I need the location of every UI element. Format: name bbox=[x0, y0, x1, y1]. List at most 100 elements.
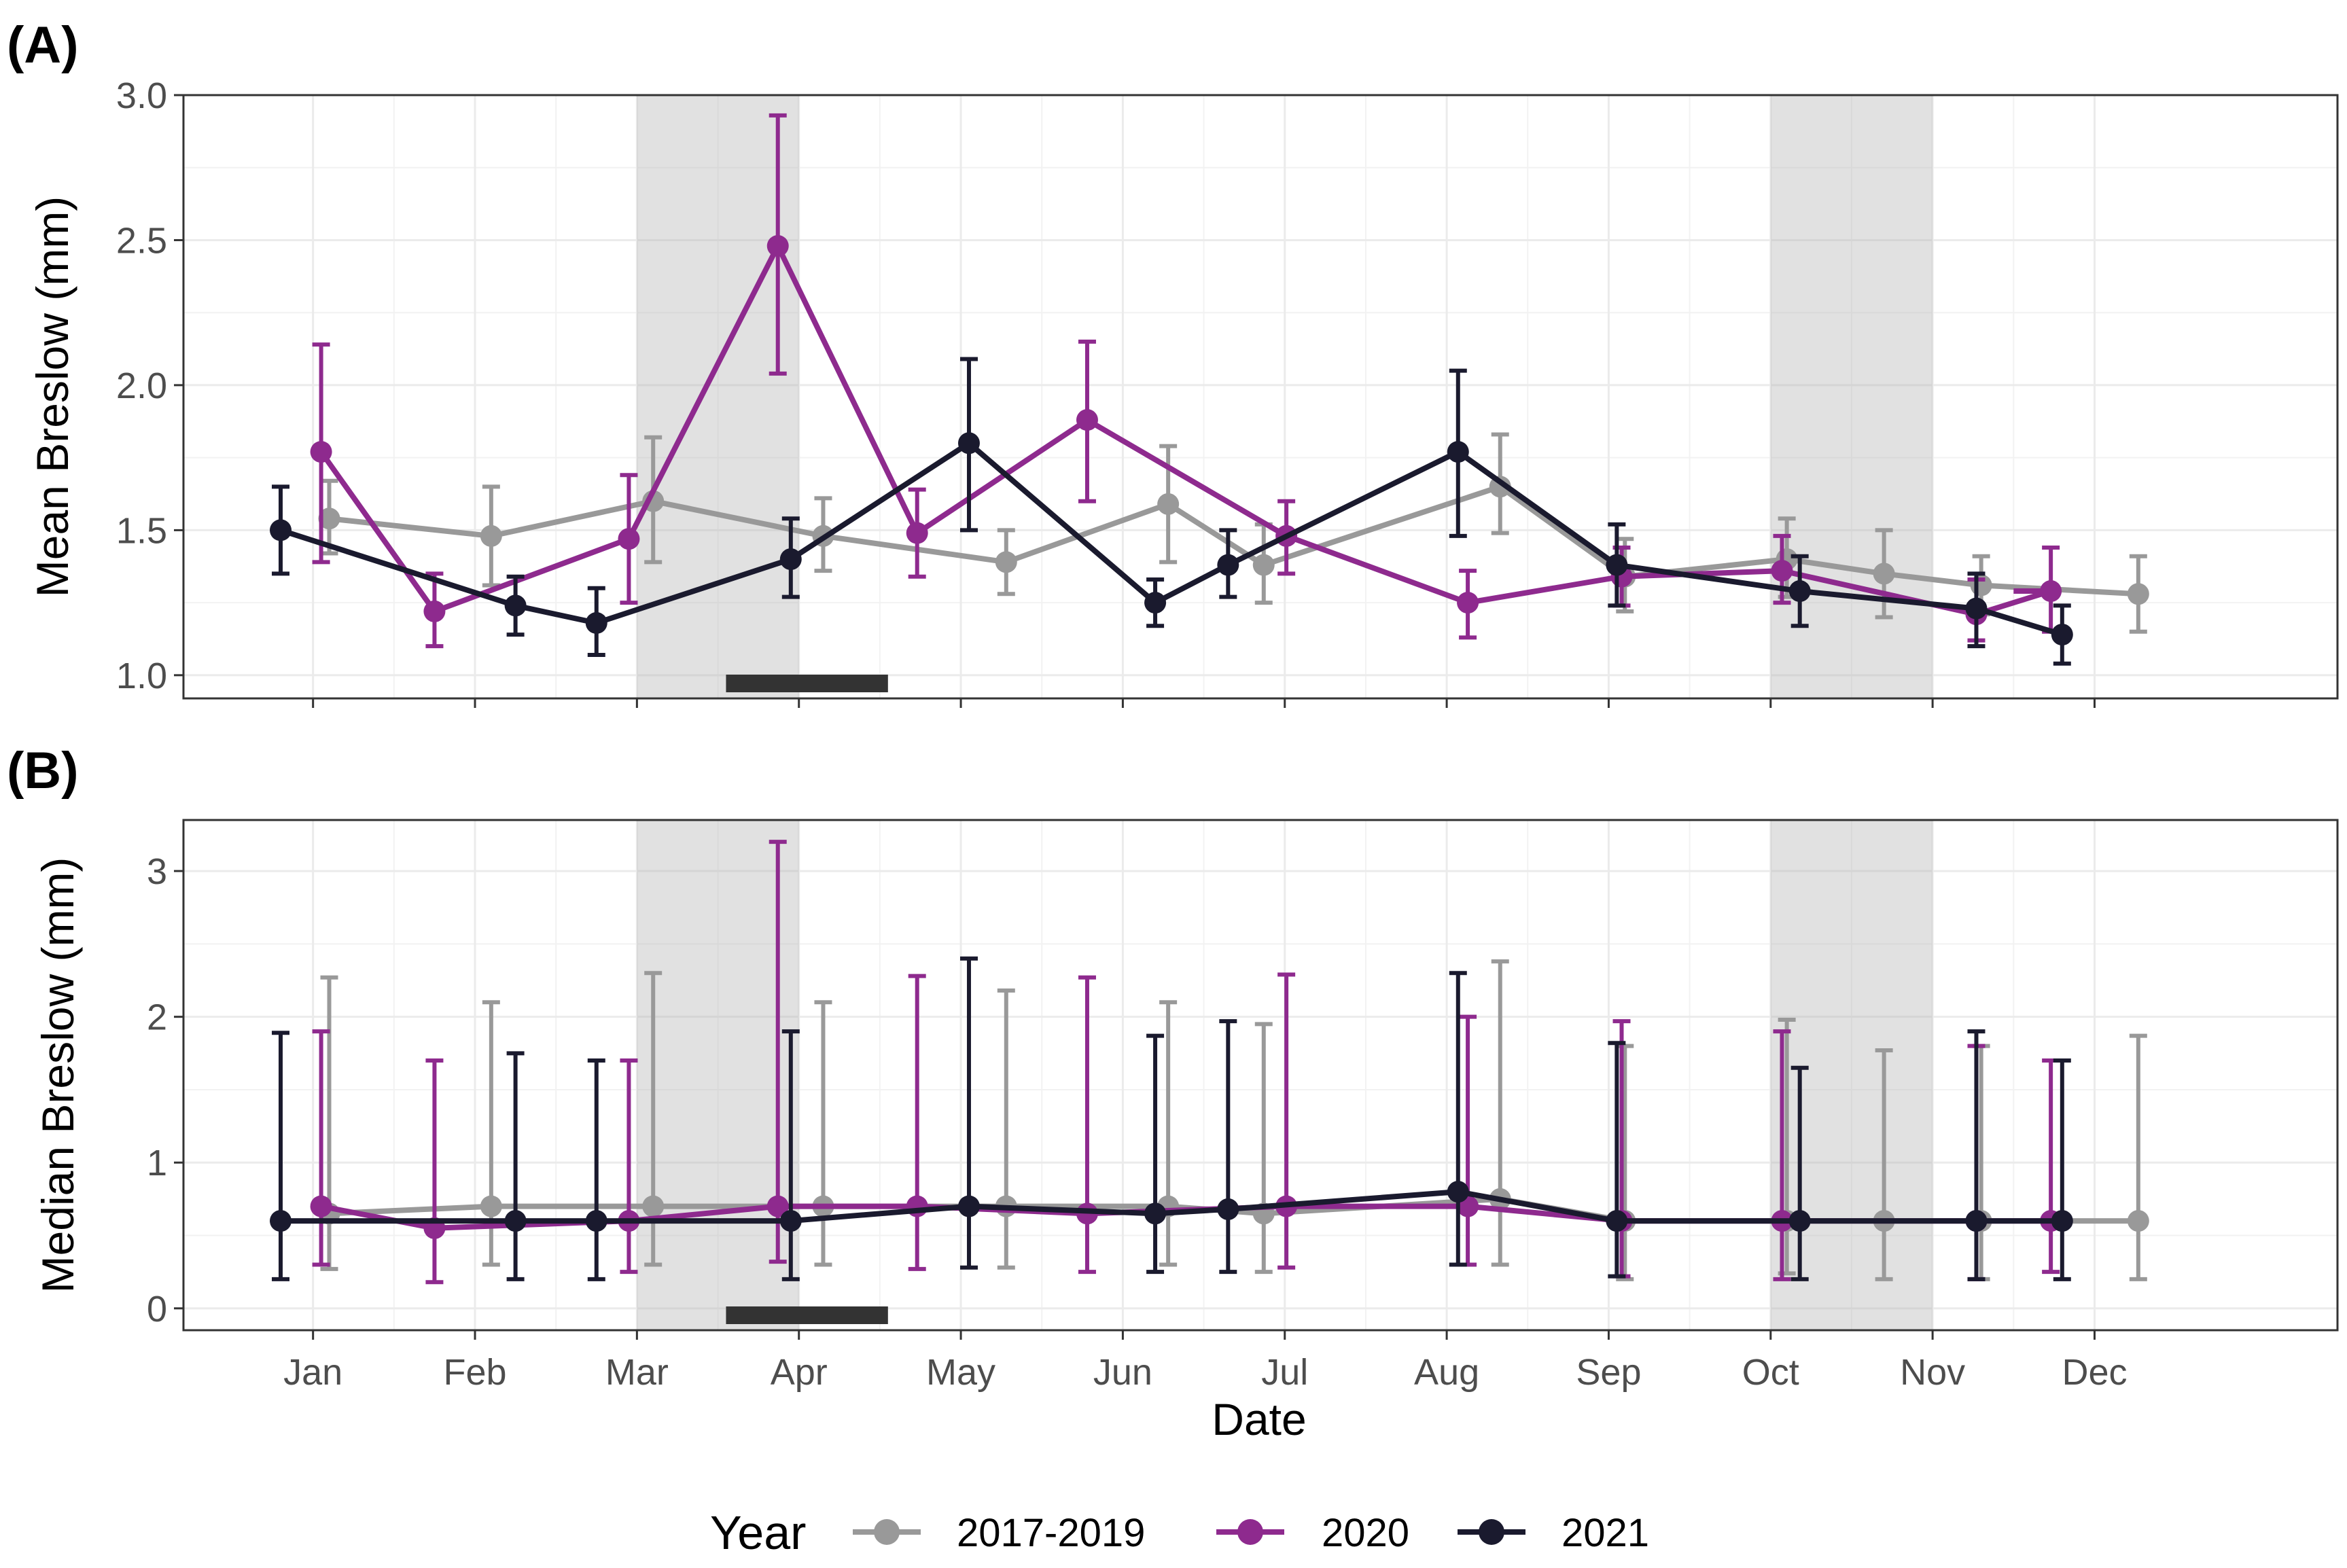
data-point bbox=[318, 507, 340, 530]
y-tick-label: 3 bbox=[147, 851, 167, 892]
legend: Year 2017-2019 2020 2021 bbox=[710, 1506, 1649, 1559]
y-tick-label: 3.0 bbox=[116, 75, 167, 116]
data-point bbox=[1217, 1198, 1239, 1220]
data-point bbox=[480, 1195, 502, 1217]
data-point bbox=[766, 1195, 789, 1217]
plot-background bbox=[183, 820, 2337, 1330]
data-point bbox=[1788, 1210, 1811, 1232]
data-point bbox=[957, 1195, 980, 1217]
data-point bbox=[957, 432, 980, 455]
series-line bbox=[281, 1189, 2062, 1224]
data-point bbox=[906, 522, 928, 544]
data-point bbox=[1606, 1210, 1628, 1232]
x-tick-label: Dec bbox=[2062, 1352, 2127, 1393]
data-point bbox=[2040, 580, 2062, 603]
series-2021 bbox=[270, 956, 2073, 1281]
y-tick-label: 2.5 bbox=[116, 220, 167, 261]
x-tick-label: Mar bbox=[605, 1352, 669, 1393]
data-point bbox=[270, 519, 292, 541]
data-point bbox=[585, 1210, 607, 1232]
x-axis-label: Date bbox=[1212, 1394, 1306, 1444]
x-tick-label: Apr bbox=[771, 1352, 828, 1393]
panel-label: (B) bbox=[7, 742, 79, 800]
data-point bbox=[1144, 592, 1167, 614]
data-point bbox=[1144, 1202, 1167, 1225]
y-axis-label: Median Breslow (mm) bbox=[33, 857, 83, 1294]
panel-a: 1.0 1.5 2.0 2.5 3.0 Mean Breslow (mm) (A) bbox=[7, 16, 2339, 708]
legend-label: 2017-2019 bbox=[957, 1511, 1145, 1555]
legend-item-2020: 2020 bbox=[1216, 1511, 1409, 1555]
data-point bbox=[310, 441, 332, 463]
shaded-region bbox=[1770, 95, 1933, 698]
y-axis-label: Mean Breslow (mm) bbox=[27, 196, 77, 597]
data-point bbox=[1157, 493, 1180, 515]
data-point bbox=[618, 528, 640, 550]
data-point bbox=[779, 548, 802, 571]
legend-item-2021: 2021 bbox=[1458, 1511, 1649, 1555]
y-tick-label: 1.5 bbox=[116, 510, 167, 551]
x-tick-label: Jul bbox=[1261, 1352, 1308, 1393]
x-tick-label: Jun bbox=[1093, 1352, 1152, 1393]
panel-border bbox=[182, 819, 2339, 1332]
data-point bbox=[1965, 597, 1988, 620]
legend-key-dot bbox=[1237, 1519, 1263, 1545]
legend-item-2017-2019: 2017-2019 bbox=[853, 1511, 1145, 1555]
series-2021 bbox=[270, 357, 2073, 666]
shaded-region bbox=[637, 820, 799, 1330]
period-bar bbox=[726, 675, 888, 692]
data-point bbox=[642, 1195, 665, 1217]
data-point bbox=[779, 1210, 802, 1232]
data-point bbox=[1457, 592, 1479, 614]
data-point bbox=[480, 524, 502, 547]
data-point bbox=[2127, 1210, 2149, 1232]
x-tick-label: Jan bbox=[283, 1352, 342, 1393]
y-tick-label: 0 bbox=[147, 1289, 167, 1330]
data-point bbox=[504, 594, 527, 617]
data-point bbox=[2127, 583, 2149, 605]
x-tick-label: Nov bbox=[1900, 1352, 1965, 1393]
legend-label: 2020 bbox=[1322, 1511, 1409, 1555]
data-point bbox=[2051, 1210, 2073, 1232]
legend-label: 2021 bbox=[1561, 1511, 1649, 1555]
data-point bbox=[310, 1195, 332, 1217]
data-point bbox=[766, 235, 789, 257]
data-point bbox=[1447, 1181, 1469, 1203]
period-bar bbox=[726, 1306, 888, 1324]
x-tick-label: Sep bbox=[1576, 1352, 1641, 1393]
data-point bbox=[504, 1210, 527, 1232]
x-tick-label: Oct bbox=[1742, 1352, 1799, 1393]
y-tick-label: 2 bbox=[147, 997, 167, 1038]
data-point bbox=[1965, 1210, 1988, 1232]
panel-border bbox=[182, 94, 2339, 700]
y-tick-label: 1 bbox=[147, 1143, 167, 1183]
data-point bbox=[1217, 554, 1239, 576]
panel-b: 0 1 2 3 Median Breslow (mm) (B) Jan Feb Mar Apr Ma… bbox=[7, 742, 2339, 1393]
series-2017-2019 bbox=[318, 432, 2149, 634]
data-point bbox=[1076, 409, 1098, 431]
y-tick-label: 1.0 bbox=[116, 656, 167, 696]
series-2017-2019 bbox=[318, 959, 2149, 1281]
data-point bbox=[1873, 563, 1895, 585]
series-line bbox=[279, 440, 2063, 637]
data-point bbox=[1788, 580, 1811, 603]
x-tick-label: May bbox=[926, 1352, 995, 1393]
y-tick-label: 2.0 bbox=[116, 366, 167, 406]
panel-label: (A) bbox=[7, 16, 79, 74]
data-point bbox=[1771, 560, 1793, 582]
data-point bbox=[2051, 624, 2073, 646]
data-point bbox=[423, 600, 446, 622]
data-point bbox=[906, 1195, 928, 1217]
data-point bbox=[1447, 441, 1469, 463]
x-tick-label: Aug bbox=[1414, 1352, 1479, 1393]
data-point bbox=[585, 612, 607, 634]
legend-title: Year bbox=[710, 1506, 806, 1559]
data-point bbox=[995, 551, 1017, 573]
legend-key-dot bbox=[874, 1519, 900, 1545]
x-tick-label: Feb bbox=[443, 1352, 506, 1393]
data-point bbox=[1606, 554, 1628, 576]
legend-key-dot bbox=[1479, 1519, 1504, 1545]
shaded-region bbox=[1770, 820, 1933, 1330]
shaded-region bbox=[637, 95, 799, 698]
data-point bbox=[270, 1210, 292, 1232]
